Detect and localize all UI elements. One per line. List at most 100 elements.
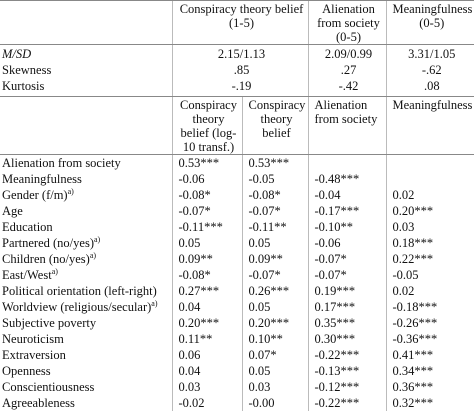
correlation-value: 0.18*** — [386, 235, 474, 251]
correlation-value: 0.02 — [386, 187, 474, 203]
footnote-mark: a) — [94, 235, 100, 244]
correlation-value: 0.26*** — [242, 283, 308, 299]
correlation-value: -0.06 — [308, 235, 386, 251]
correlation-value: 0.05 — [242, 235, 308, 251]
row-label: Education — [0, 219, 172, 235]
footnote-mark: a) — [68, 187, 74, 196]
correlation-value: 0.04 — [172, 299, 242, 315]
correlation-value: 0.32*** — [386, 395, 474, 411]
row-label-text: Openness — [2, 364, 51, 378]
row-label-text: Worldview (religious/secular) — [2, 300, 151, 314]
row-label: M/SD — [0, 45, 172, 63]
correlation-value: -0.11** — [242, 219, 308, 235]
correlation-value: -0.05 — [386, 267, 474, 283]
descriptive-row: Kurtosis-.19-.42.08 — [0, 78, 474, 97]
row-label-text: Age — [2, 204, 23, 218]
correlation-value: -0.36*** — [386, 331, 474, 347]
footnote-mark: a) — [52, 267, 58, 276]
correlation-value: 0.20*** — [242, 315, 308, 331]
correlation-value: 0.06 — [172, 347, 242, 363]
correlation-value: 0.30*** — [308, 331, 386, 347]
header-cell: Alienation from society (0-5) — [308, 1, 386, 45]
data-row: Education-0.11***-0.11**-0.10**0.03 — [0, 219, 474, 235]
data-row: Alienation from society 0.53***0.53*** — [0, 155, 474, 172]
subheader-cell: Alienation from society — [308, 97, 386, 155]
empty-cell — [386, 155, 474, 172]
correlation-value: -0.07* — [308, 251, 386, 267]
correlation-value: 0.17*** — [308, 299, 386, 315]
row-label: Kurtosis — [0, 78, 172, 97]
footnote-mark: a) — [151, 299, 157, 308]
correlation-value: 0.27*** — [172, 283, 242, 299]
correlation-value: 0.53*** — [172, 155, 242, 172]
row-label-text: Conscientiousness — [2, 380, 94, 394]
data-row: Political orientation (left-right) 0.27**… — [0, 283, 474, 299]
correlation-value: 0.04 — [172, 363, 242, 379]
correlation-value: -0.07* — [172, 203, 242, 219]
descriptive-value: 2.15/1.13 — [172, 45, 308, 63]
row-label-text: Neuroticism — [2, 332, 64, 346]
correlation-value: -0.10** — [308, 219, 386, 235]
row-label: Neuroticism — [0, 331, 172, 347]
correlation-value: 0.07* — [242, 347, 308, 363]
correlation-value: 0.34*** — [386, 363, 474, 379]
correlation-value: -0.07* — [242, 203, 308, 219]
row-label-text: Meaningfulness — [2, 172, 82, 186]
row-label-text: Gender (f/m) — [2, 188, 68, 202]
correlation-value: 0.05 — [242, 299, 308, 315]
row-label-text: Extraversion — [2, 348, 66, 362]
correlation-value: 0.20*** — [172, 315, 242, 331]
descriptive-value: -.19 — [172, 78, 308, 97]
correlation-value: -0.07* — [242, 267, 308, 283]
correlation-value: -0.12*** — [308, 379, 386, 395]
subheader-cell — [0, 97, 172, 155]
descriptive-value: 3.31/1.05 — [386, 45, 474, 63]
row-label: Children (no/yes)a) — [0, 251, 172, 267]
correlation-value: 0.05 — [242, 363, 308, 379]
correlation-value: 0.03 — [242, 379, 308, 395]
data-row: Children (no/yes)a)0.09**0.09**-0.07*0.2… — [0, 251, 474, 267]
header-cell: Conspiracy theory belief (1-5) — [172, 1, 308, 45]
row-label-text: East/West — [2, 268, 52, 282]
row-label-text: Alienation from society — [2, 156, 121, 170]
correlation-value: -0.13*** — [308, 363, 386, 379]
correlation-value: -0.08* — [172, 187, 242, 203]
correlation-value: 0.09** — [172, 251, 242, 267]
correlation-value: 0.03 — [172, 379, 242, 395]
row-label: Extraversion — [0, 347, 172, 363]
correlation-value: -0.22*** — [308, 347, 386, 363]
row-label: Agreeableness — [0, 395, 172, 411]
row-label: Partnered (no/yes)a) — [0, 235, 172, 251]
correlation-value: -0.17*** — [308, 203, 386, 219]
data-row: East/Westa)-0.08*-0.07*-0.07*-0.05 — [0, 267, 474, 283]
correlation-value: 0.41*** — [386, 347, 474, 363]
correlation-value: 0.53*** — [242, 155, 308, 172]
data-row: Age-0.07*-0.07*-0.17***0.20*** — [0, 203, 474, 219]
data-row: Agreeableness-0.02-0.00-0.22***0.32*** — [0, 395, 474, 411]
correlation-value: 0.03 — [386, 219, 474, 235]
header-row: Conspiracy theory belief (1-5) Alienatio… — [0, 1, 474, 45]
row-label: Openness — [0, 363, 172, 379]
row-label-text: Political orientation (left-right) — [2, 284, 157, 298]
subheader-cell: Conspiracy theory belief — [242, 97, 308, 155]
correlation-value: -0.02 — [172, 395, 242, 411]
row-label: Political orientation (left-right) — [0, 283, 172, 299]
correlation-value: -0.18*** — [386, 299, 474, 315]
row-label: Skewness — [0, 62, 172, 78]
empty-cell — [386, 171, 474, 187]
correlation-value: 0.05 — [172, 235, 242, 251]
correlation-value: -0.11*** — [172, 219, 242, 235]
correlation-value: -0.07* — [308, 267, 386, 283]
subheader-cell: Meaningfulness — [386, 97, 474, 155]
empty-cell — [308, 155, 386, 172]
row-label: Conscientiousness — [0, 379, 172, 395]
descriptive-value: -.62 — [386, 62, 474, 78]
